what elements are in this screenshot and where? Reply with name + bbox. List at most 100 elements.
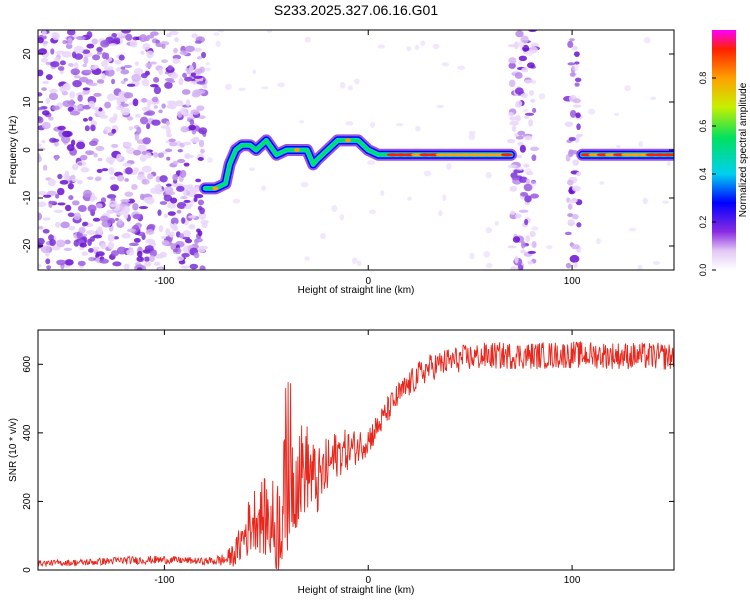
noise-speckle (524, 168, 532, 175)
noise-speckle (77, 204, 87, 213)
noise-speckle (132, 98, 139, 107)
noise-speckle (54, 221, 61, 228)
noise-speckle (96, 51, 103, 55)
noise-speckle (571, 185, 581, 192)
noise-speckle (564, 121, 574, 127)
noise-speckle (136, 256, 144, 263)
noise-speckle (48, 116, 54, 121)
noise-speckle (196, 228, 201, 233)
noise-speckle (42, 110, 50, 116)
noise-speckle (101, 52, 107, 59)
noise-speckle (201, 222, 208, 229)
noise-speckle (190, 72, 196, 77)
noise-speckle (126, 147, 136, 155)
noise-speckle (396, 123, 404, 127)
noise-speckle (62, 83, 70, 89)
noise-speckle (166, 156, 171, 161)
noise-speckle (72, 200, 80, 206)
noise-speckle (339, 81, 346, 89)
noise-speckle (415, 125, 421, 132)
noise-speckle (120, 80, 126, 85)
noise-speckle (38, 69, 44, 77)
noise-speckle (49, 88, 58, 94)
noise-speckle (141, 106, 151, 112)
noise-speckle (158, 68, 163, 76)
noise-speckle (78, 76, 89, 83)
noise-speckle (123, 211, 129, 220)
colorbar-tick-label: 0.2 (698, 216, 708, 229)
noise-speckle (84, 125, 90, 132)
noise-speckle (168, 30, 179, 36)
noise-speckle (97, 157, 103, 162)
noise-speckle (92, 246, 100, 251)
noise-speckle (189, 119, 195, 125)
noise-speckle (529, 90, 534, 96)
noise-speckle (574, 77, 582, 83)
noise-speckle (370, 121, 375, 128)
noise-speckle (124, 142, 132, 148)
noise-speckle (261, 86, 269, 90)
noise-speckle (70, 68, 81, 76)
noise-speckle (348, 85, 353, 91)
noise-speckle (110, 250, 119, 257)
noise-speckle (133, 68, 144, 75)
snr-ytick-label: 400 (22, 424, 33, 441)
noise-speckle (163, 194, 173, 202)
noise-speckle (469, 252, 475, 260)
noise-speckle (513, 266, 519, 270)
noise-speckle (414, 44, 420, 51)
noise-speckle (160, 125, 170, 129)
noise-speckle (184, 76, 193, 82)
noise-speckle (457, 65, 465, 70)
noise-speckle (41, 30, 47, 37)
snr-axes: -100 0 100 0 200 400 600 (22, 330, 674, 586)
noise-speckle (111, 128, 117, 134)
noise-speckle (527, 250, 537, 254)
snr-ytick-label: 200 (22, 493, 33, 510)
noise-speckle (104, 66, 114, 71)
noise-speckle (133, 167, 140, 173)
noise-speckle (191, 33, 198, 39)
noise-speckle (134, 61, 139, 66)
noise-speckle (136, 126, 142, 135)
noise-speckle (571, 214, 579, 220)
noise-speckle (151, 96, 159, 103)
noise-speckle (193, 75, 203, 79)
noise-speckle (145, 152, 152, 159)
snr-frame (37, 329, 675, 571)
noise-speckle (423, 170, 432, 177)
noise-speckle (524, 79, 534, 84)
noise-speckle (569, 72, 576, 77)
noise-speckle (100, 243, 107, 250)
snr-ytick-label: 0 (22, 567, 33, 573)
noise-speckle (38, 155, 42, 163)
colorbar-tick-label: 0.8 (698, 72, 708, 85)
noise-speckle (70, 174, 76, 181)
noise-speckle (116, 246, 127, 255)
noise-speckle (650, 96, 657, 101)
noise-speckle (508, 57, 517, 64)
noise-speckle (117, 174, 125, 182)
noise-speckle (67, 212, 75, 218)
noise-speckle (124, 191, 134, 197)
noise-speckle (131, 184, 138, 191)
noise-speckle (82, 117, 88, 122)
noise-speckle (45, 258, 51, 265)
noise-speckle (48, 200, 57, 205)
noise-speckle (182, 188, 187, 197)
noise-speckle (52, 138, 60, 143)
noise-speckle (531, 79, 537, 85)
noise-speckle (54, 154, 59, 161)
snr-xtick-label: 0 (365, 575, 371, 586)
noise-speckle (198, 115, 206, 120)
noise-speckle (90, 124, 96, 132)
noise-speckle (624, 85, 631, 92)
noise-speckle (108, 43, 117, 47)
noise-speckle (88, 256, 96, 262)
noise-speckle (170, 72, 179, 79)
noise-speckle (569, 254, 580, 263)
noise-speckle (518, 40, 525, 48)
ridge-core (670, 153, 674, 157)
noise-speckle (146, 34, 155, 39)
noise-speckle (512, 236, 521, 243)
